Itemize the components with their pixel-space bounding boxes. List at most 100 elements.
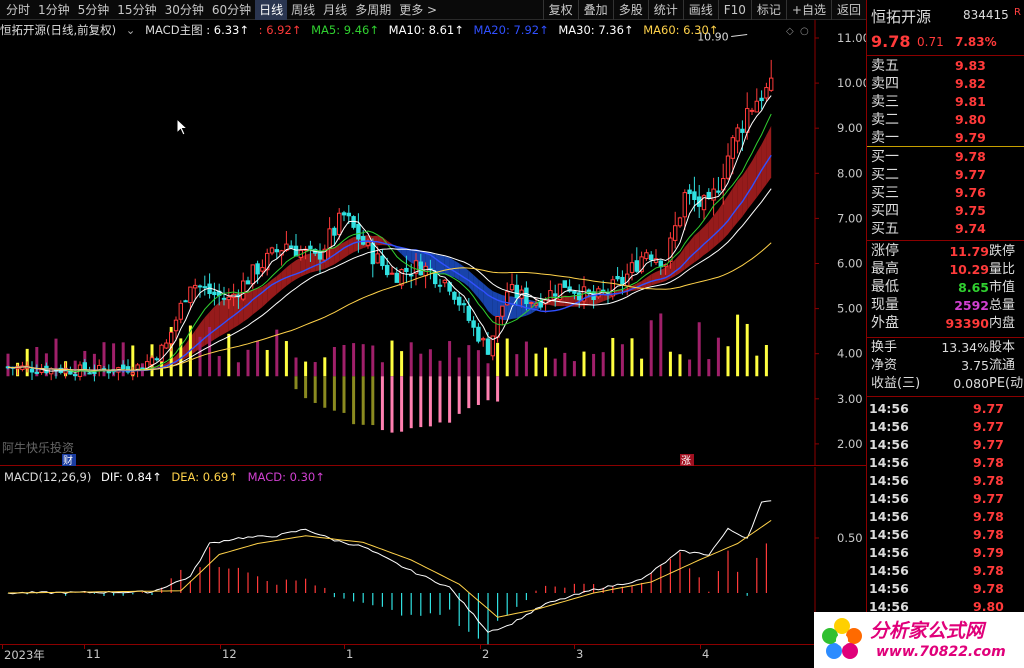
osc-bar <box>390 376 394 433</box>
date-tick-mark <box>84 645 85 649</box>
order-book-sell-row[interactable]: 卖五 9.83 <box>867 57 1024 75</box>
stock-change-pct: 7.83% <box>955 35 997 49</box>
toolbar-button-3[interactable]: 统计 <box>647 0 683 20</box>
period-tab-6[interactable]: 日线 <box>255 0 288 20</box>
kline-canvas[interactable]: 11.00 10.00 9.00 8.00 7.00 6.00 5.00 4.00 3.00 2.… <box>0 20 870 467</box>
tick-row[interactable]: 14:56 9.78 <box>867 472 1024 490</box>
candle-body <box>620 276 625 285</box>
macd-title[interactable]: MACD(12,26,9) <box>4 470 92 484</box>
tick-price: 9.78 <box>973 563 1004 578</box>
order-book-sell-row[interactable]: 卖一 9.79 <box>867 129 1024 147</box>
candle-body <box>557 283 563 300</box>
toolbar-button-0[interactable]: 复权 <box>542 0 578 20</box>
candle-body <box>701 195 707 211</box>
period-tab-2[interactable]: 5分钟 <box>77 3 110 17</box>
candle-body <box>130 372 136 375</box>
band-segment <box>708 215 714 252</box>
band-segment <box>219 298 224 337</box>
stat-right-label: 总量 <box>989 298 1016 313</box>
band-segment <box>766 125 772 185</box>
period-tab-7[interactable]: 周线 <box>291 3 316 17</box>
period-tab-5[interactable]: 60分钟 <box>211 3 252 17</box>
candle-body <box>673 225 678 241</box>
toolbar-button-2[interactable]: 多股 <box>612 0 648 20</box>
macd-chart[interactable]: 0.50 MACD(12,26,9) DIF: 0.84↑ DEA: 0.69↑… <box>0 467 866 645</box>
volume-bar <box>678 354 682 377</box>
indicator-name[interactable]: MACD主图 <box>145 23 203 37</box>
candle-body <box>682 192 687 218</box>
tick-row[interactable]: 14:56 9.79 <box>867 544 1024 562</box>
period-tab-8[interactable]: 月线 <box>323 3 348 17</box>
order-book-sell-row[interactable]: 卖二 9.80 <box>867 111 1024 129</box>
diamond-icon[interactable]: ◇ <box>786 26 794 37</box>
candle-body <box>178 302 184 320</box>
tick-row[interactable]: 14:56 9.78 <box>867 508 1024 526</box>
tick-row[interactable]: 14:56 9.78 <box>867 580 1024 598</box>
candle-body <box>514 284 519 299</box>
tick-row[interactable]: 14:56 9.78 <box>867 562 1024 580</box>
volume-bar <box>592 353 596 377</box>
period-tab-3[interactable]: 15分钟 <box>117 3 157 17</box>
toolbar-button-6[interactable]: 标记 <box>750 0 786 20</box>
tick-row[interactable]: 14:56 9.77 <box>867 400 1024 418</box>
tick-row[interactable]: 14:56 9.77 <box>867 418 1024 436</box>
cai-tag[interactable]: 财 <box>63 454 73 467</box>
volume-bar <box>764 344 768 377</box>
basic-value: 3.75 <box>961 358 989 373</box>
tick-row[interactable]: 14:56 9.78 <box>867 454 1024 472</box>
tick-time: 14:56 <box>869 455 909 470</box>
order-book-buy-row[interactable]: 买五 9.74 <box>867 220 1024 238</box>
tick-row[interactable]: 14:56 9.80 <box>867 598 1024 616</box>
osc-bar <box>428 376 432 427</box>
candle-body <box>193 284 198 289</box>
toolbar-button-5[interactable]: F10 <box>717 0 751 20</box>
macd-main-band <box>8 125 772 372</box>
zhang-tag[interactable]: 涨 <box>681 455 691 467</box>
stock-name: 恒拓开源 <box>871 8 932 26</box>
macd-canvas[interactable]: 0.50 <box>0 467 866 645</box>
order-book-sell-row[interactable]: 卖三 9.81 <box>867 93 1024 111</box>
order-book-buy-row[interactable]: 买三 9.76 <box>867 184 1024 202</box>
order-price: 9.75 <box>955 203 986 218</box>
period-tab-4[interactable]: 30分钟 <box>164 3 204 17</box>
candle-body <box>644 252 649 260</box>
main-kline-chart[interactable]: 11.00 10.00 9.00 8.00 7.00 6.00 5.00 4.00 3.00 2.… <box>0 20 870 467</box>
toolbar-button-1[interactable]: 叠加 <box>577 0 613 20</box>
order-book-sell-row[interactable]: 卖四 9.82 <box>867 75 1024 93</box>
period-tab-1[interactable]: 1分钟 <box>38 3 70 17</box>
ma5-line <box>7 95 772 373</box>
period-tab-0[interactable]: 分时 <box>6 3 31 17</box>
order-price: 9.78 <box>955 149 986 164</box>
toolbar-button-7[interactable]: +自选 <box>785 0 831 20</box>
period-tab-9[interactable]: 多周期 <box>355 3 392 17</box>
candle-body <box>745 108 750 133</box>
circle-icon[interactable]: ○ <box>800 26 809 37</box>
candle-body <box>481 338 486 341</box>
osc-bar <box>323 376 327 408</box>
candle-body <box>327 228 332 249</box>
tick-row[interactable]: 14:56 9.77 <box>867 490 1024 508</box>
tick-price: 9.78 <box>973 473 1004 488</box>
osc-bar <box>419 376 423 428</box>
volume-bar <box>755 355 759 377</box>
order-book-buy-row[interactable]: 买一 9.78 <box>867 148 1024 166</box>
chevron-down-icon[interactable]: ⌄ <box>125 23 136 37</box>
toolbar-button-8[interactable]: 返回 <box>830 0 866 20</box>
band-segment <box>334 244 340 265</box>
order-price: 9.82 <box>955 76 986 91</box>
band-segment <box>737 175 743 223</box>
tick-row[interactable]: 14:56 9.78 <box>867 526 1024 544</box>
volume-bar <box>102 342 106 377</box>
order-book-buy-row[interactable]: 买二 9.77 <box>867 166 1024 184</box>
volume-bar <box>620 344 624 377</box>
band-segment <box>228 293 234 332</box>
volume-bar <box>6 353 10 377</box>
period-tab-10[interactable]: 更多 > <box>399 3 438 17</box>
band-segment <box>425 251 431 270</box>
order-book-buy-row[interactable]: 买四 9.75 <box>867 202 1024 220</box>
toolbar-button-4[interactable]: 画线 <box>682 0 718 20</box>
main-legend: 恒拓开源(日线,前复权) ⌄ MACD主图 : 6.33↑ : 6.92↑ MA… <box>0 22 724 38</box>
osc-bar <box>380 376 384 431</box>
volume-bar <box>313 362 317 377</box>
tick-row[interactable]: 14:56 9.77 <box>867 436 1024 454</box>
